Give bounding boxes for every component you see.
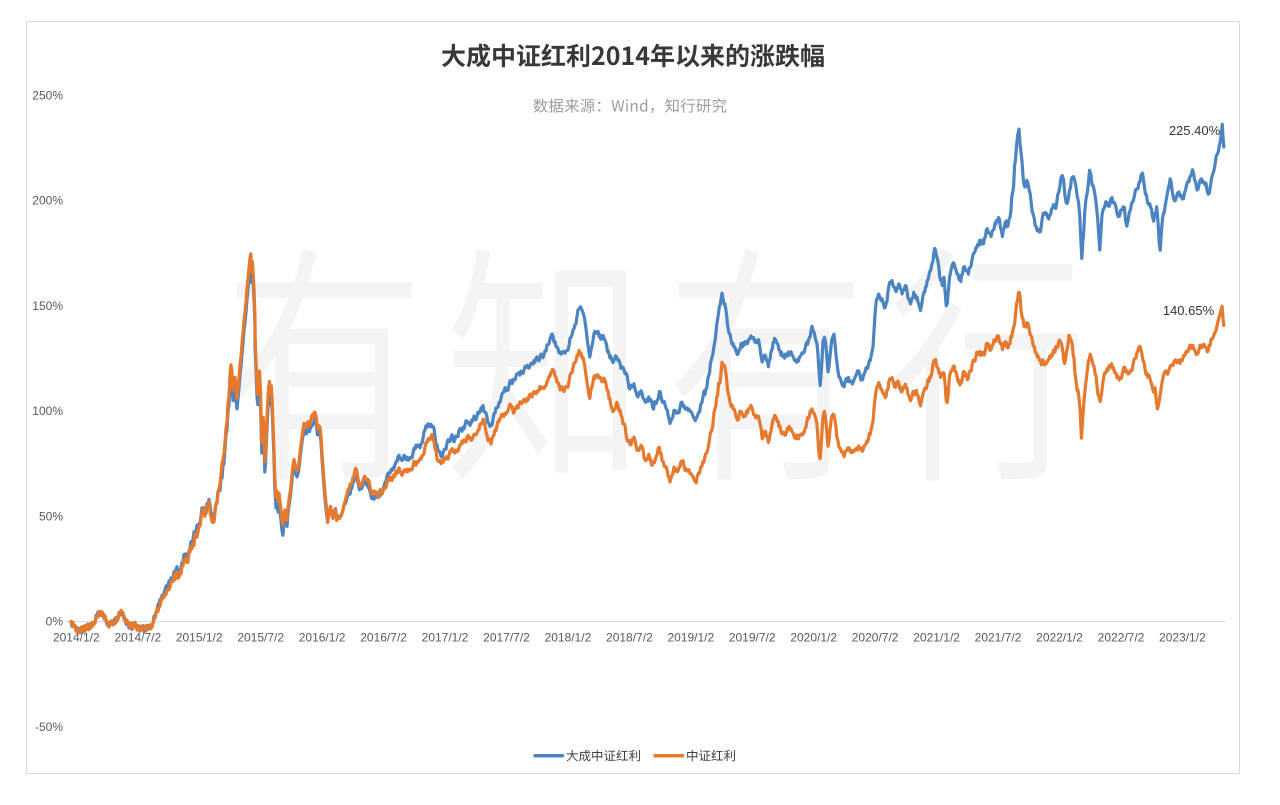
- svg-text:2022/7/2: 2022/7/2: [1098, 631, 1145, 645]
- svg-text:2020/7/2: 2020/7/2: [852, 631, 899, 645]
- svg-text:2017/7/2: 2017/7/2: [483, 631, 530, 645]
- svg-text:2017/1/2: 2017/1/2: [422, 631, 469, 645]
- svg-text:2022/1/2: 2022/1/2: [1036, 631, 1083, 645]
- svg-text:100%: 100%: [32, 404, 63, 418]
- svg-text:2018/7/2: 2018/7/2: [606, 631, 653, 645]
- svg-text:2015/1/2: 2015/1/2: [176, 631, 223, 645]
- svg-text:140.65%: 140.65%: [1163, 303, 1215, 318]
- svg-text:2019/1/2: 2019/1/2: [667, 631, 714, 645]
- svg-text:2023/1/2: 2023/1/2: [1159, 631, 1206, 645]
- svg-text:2018/1/2: 2018/1/2: [545, 631, 592, 645]
- svg-text:50%: 50%: [39, 510, 63, 524]
- svg-text:0%: 0%: [46, 615, 64, 629]
- svg-text:200%: 200%: [32, 194, 63, 208]
- svg-text:150%: 150%: [32, 299, 63, 313]
- svg-text:2019/7/2: 2019/7/2: [729, 631, 776, 645]
- svg-text:2015/7/2: 2015/7/2: [237, 631, 284, 645]
- svg-text:250%: 250%: [32, 89, 63, 103]
- svg-text:2014/1/2: 2014/1/2: [53, 631, 100, 645]
- svg-text:2021/7/2: 2021/7/2: [975, 631, 1022, 645]
- svg-text:-50%: -50%: [35, 720, 63, 734]
- svg-text:225.40%: 225.40%: [1169, 123, 1221, 138]
- svg-text:2016/7/2: 2016/7/2: [360, 631, 407, 645]
- svg-text:2014/7/2: 2014/7/2: [114, 631, 161, 645]
- svg-text:2021/1/2: 2021/1/2: [913, 631, 960, 645]
- svg-text:2016/1/2: 2016/1/2: [299, 631, 346, 645]
- svg-text:2020/1/2: 2020/1/2: [790, 631, 837, 645]
